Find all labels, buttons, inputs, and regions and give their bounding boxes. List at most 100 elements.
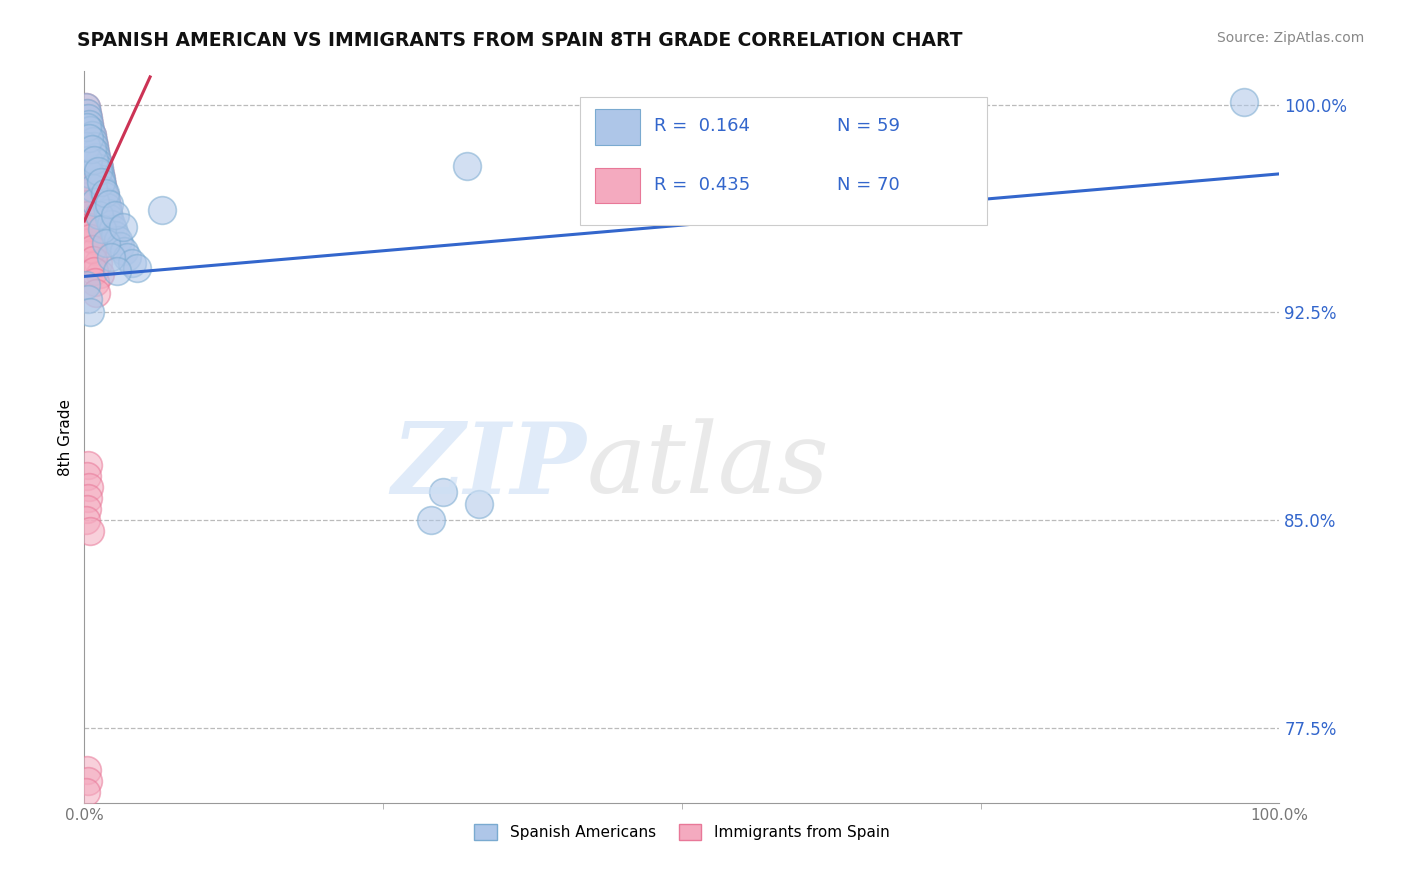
Point [100, 217, 122, 231]
Point [82, 233, 104, 247]
Point [76, 178, 98, 192]
Point [96, 239, 118, 253]
Point [76, 120, 98, 134]
Point [86, 205, 108, 219]
Point [121, 255, 143, 269]
Point [77, 219, 100, 234]
Point [117, 250, 139, 264]
Point [1233, 95, 1256, 109]
Point [76, 106, 98, 120]
Point [90, 172, 112, 186]
Point [87, 161, 110, 176]
Legend: Spanish Americans, Immigrants from Spain: Spanish Americans, Immigrants from Spain [468, 818, 896, 847]
Point [150, 202, 173, 217]
Point [77, 112, 100, 126]
Point [82, 252, 104, 267]
Point [86, 156, 108, 170]
Y-axis label: 8th Grade: 8th Grade [58, 399, 73, 475]
Point [91, 219, 114, 234]
Point [76, 106, 98, 120]
Point [84, 145, 107, 159]
Point [107, 233, 129, 247]
Point [80, 242, 103, 256]
Point [75, 100, 97, 114]
Point [98, 211, 121, 226]
Point [77, 112, 100, 126]
Point [84, 275, 107, 289]
Point [76, 131, 98, 145]
Point [468, 497, 491, 511]
Point [89, 167, 111, 181]
Point [93, 184, 115, 198]
Point [76, 468, 98, 483]
Point [100, 250, 122, 264]
Point [75, 167, 97, 181]
Point [79, 122, 101, 136]
Point [77, 161, 100, 176]
Point [77, 153, 100, 167]
Point [98, 197, 121, 211]
Point [432, 485, 454, 500]
Bar [595, 110, 640, 145]
Point [84, 194, 107, 209]
Point [93, 184, 115, 198]
Point [77, 200, 100, 214]
Point [80, 222, 103, 236]
Point [77, 292, 100, 306]
Point [77, 773, 100, 788]
Point [93, 227, 115, 242]
Point [104, 227, 127, 242]
Point [86, 150, 108, 164]
Point [80, 128, 103, 142]
Point [93, 189, 115, 203]
Point [75, 100, 97, 114]
Point [84, 244, 107, 259]
Point [75, 785, 97, 799]
Point [87, 209, 110, 223]
Point [75, 186, 97, 201]
Point [83, 264, 105, 278]
Point [86, 285, 108, 300]
Point [76, 502, 98, 516]
Point [112, 244, 135, 259]
Point [83, 153, 105, 167]
Point [77, 458, 100, 472]
Point [75, 513, 97, 527]
Point [420, 513, 443, 527]
Point [91, 178, 114, 192]
Point [80, 175, 103, 189]
Point [93, 186, 115, 201]
Point [91, 222, 114, 236]
Point [86, 150, 108, 164]
Point [79, 164, 101, 178]
Text: ZIP: ZIP [391, 418, 586, 515]
Point [105, 264, 128, 278]
Point [101, 222, 124, 236]
Point [77, 150, 100, 164]
Point [79, 230, 101, 244]
Bar [595, 168, 640, 203]
Point [77, 131, 100, 145]
Point [86, 164, 108, 178]
Point [80, 142, 103, 156]
Point [110, 239, 132, 253]
Point [86, 255, 108, 269]
Point [94, 236, 117, 251]
Point [77, 153, 100, 167]
Point [79, 524, 101, 539]
Point [80, 128, 103, 142]
Point [79, 211, 101, 226]
Point [75, 120, 97, 134]
Point [90, 175, 112, 189]
Point [77, 142, 100, 156]
Point [83, 186, 105, 201]
Text: N = 59: N = 59 [838, 117, 900, 136]
Point [104, 209, 127, 223]
Point [90, 172, 112, 186]
Point [76, 197, 98, 211]
Point [97, 205, 120, 219]
Point [75, 139, 97, 153]
Point [76, 139, 98, 153]
Point [82, 180, 104, 194]
Point [77, 480, 100, 494]
